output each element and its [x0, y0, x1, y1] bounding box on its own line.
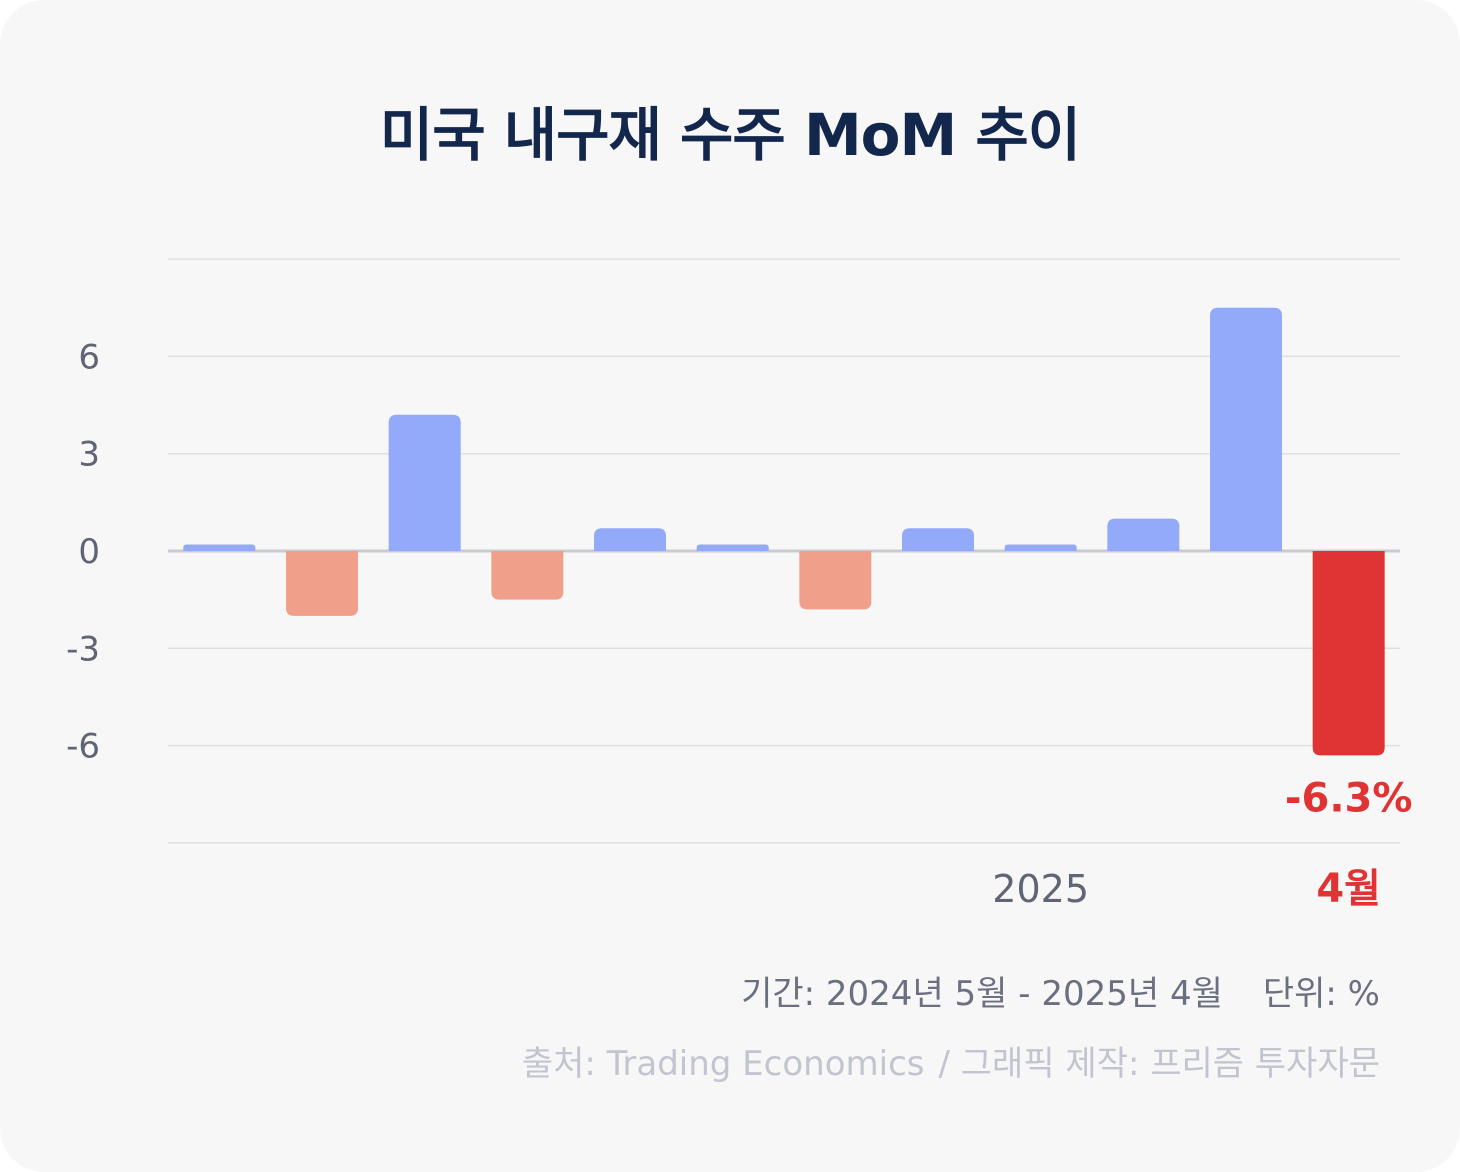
bar: [696, 544, 769, 551]
bar: [594, 528, 666, 551]
bar: [183, 544, 256, 551]
y-tick-label: 0: [78, 532, 100, 572]
y-tick-label: -3: [66, 629, 100, 669]
bar: [1107, 518, 1180, 551]
bar: [1312, 551, 1385, 756]
y-tick-label: -6: [66, 727, 100, 767]
bar: [799, 551, 872, 610]
source-info: 출처: Trading Economics / 그래픽 제작: 프리즘 투자자문: [522, 1036, 1380, 1085]
bar: [286, 551, 358, 616]
meta-info: 기간: 2024년 5월 - 2025년 4월 단위: %: [741, 966, 1380, 1015]
bar: [388, 414, 461, 551]
y-tick-label: 6: [78, 337, 100, 377]
bar: [1210, 307, 1282, 551]
bar: [491, 551, 564, 600]
x-tick-label: 2025: [992, 867, 1089, 911]
chart-title: 미국 내구재 수주 MoM 추이: [379, 101, 1081, 169]
credit-text: / 그래픽 제작: 프리즘 투자자문: [938, 1044, 1381, 1084]
bar: [902, 528, 974, 551]
source-text: 출처: Trading Economics: [521, 1044, 925, 1084]
highlight-value-label: -6.3%: [1285, 775, 1413, 821]
period-text: 기간: 2024년 5월 - 2025년 4월: [741, 974, 1223, 1014]
bar: [1004, 544, 1077, 551]
x-label-highlight: 4월: [1316, 866, 1381, 912]
y-tick-label: 3: [78, 435, 100, 475]
unit-text: 단위: %: [1262, 974, 1380, 1014]
